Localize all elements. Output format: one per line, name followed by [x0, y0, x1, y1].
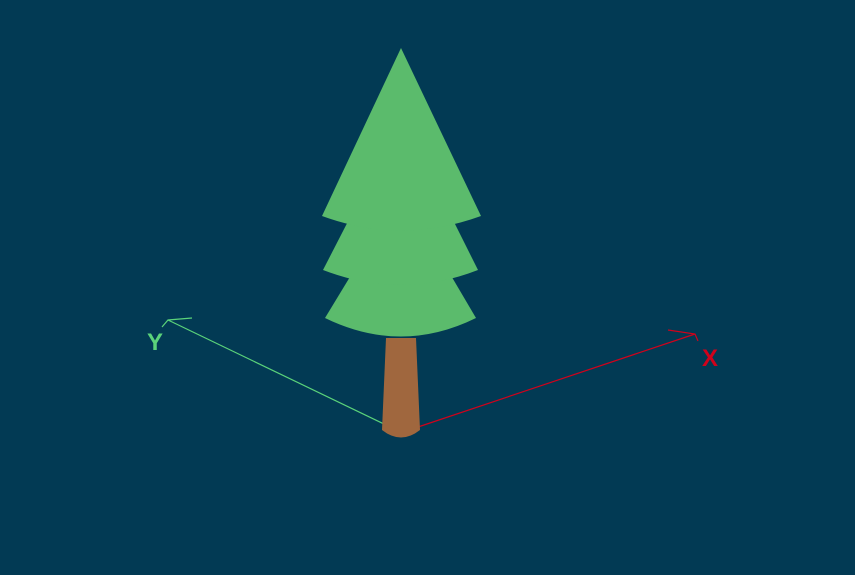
x-axis-arrowhead [668, 330, 698, 341]
y-axis-arrowhead [162, 318, 192, 327]
y-axis-label: Y [147, 329, 163, 356]
y-axis-line [168, 320, 384, 424]
x-axis: X [418, 330, 718, 427]
x-axis-label: X [702, 345, 718, 372]
tree-foliage-top-tier [322, 48, 481, 231]
y-axis: Y [147, 318, 384, 424]
tree-trunk [382, 338, 420, 438]
pine-tree[interactable] [322, 48, 481, 438]
x-axis-line [418, 334, 695, 427]
